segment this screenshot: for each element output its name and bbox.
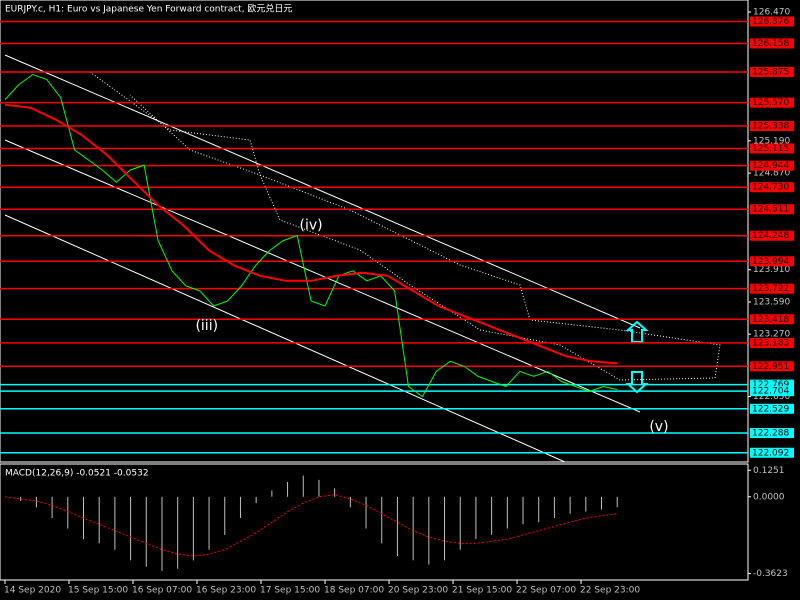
x-tick-label: 22 Sep 23:00: [580, 586, 640, 596]
y-tick-label: -0.3623: [753, 569, 788, 579]
channel-line: [4, 54, 641, 329]
level-label: 123.994: [752, 257, 789, 267]
y-tick-label: 125.190: [753, 136, 790, 146]
level-label-bg: [750, 160, 794, 171]
y-tick-label: 0.0000: [753, 492, 785, 502]
level-label-bg: [750, 283, 794, 294]
level-label: 125.115: [752, 144, 789, 154]
channel-line: [4, 214, 566, 463]
level-label-bg: [750, 256, 794, 267]
level-label-bg: [750, 97, 794, 108]
macd-panel: [0, 463, 749, 581]
x-tick-label: 21 Sep 15:00: [452, 586, 512, 596]
level-label: 122.092: [752, 448, 789, 458]
level-label-bg: [750, 120, 794, 131]
y-tick-label: 122.650: [753, 392, 790, 402]
x-tick-label: 20 Sep 23:00: [388, 586, 448, 596]
level-label: 126.376: [752, 17, 789, 27]
price-line: [4, 103, 618, 365]
level-label-bg: [750, 38, 794, 49]
level-label: 124.511: [752, 205, 789, 215]
macd-title: MACD(12,26,9) -0.0521 -0.0532: [5, 469, 149, 479]
level-label-bg: [750, 230, 794, 241]
wave-label: (iv): [300, 217, 323, 233]
x-tick-label: 14 Sep 2020: [4, 586, 61, 596]
level-label: 124.730: [752, 183, 789, 193]
x-tick-label: 18 Sep 07:00: [324, 586, 384, 596]
x-tick-label: 16 Sep 07:00: [132, 586, 192, 596]
level-label: 124.248: [752, 231, 789, 241]
level-label-bg: [750, 314, 794, 325]
level-label: 122.529: [752, 404, 789, 414]
level-label-bg: [750, 337, 794, 348]
level-label: 123.183: [752, 338, 789, 348]
level-label: 122.951: [752, 362, 789, 372]
x-tick-label: 15 Sep 15:00: [68, 586, 128, 596]
level-label: 125.875: [752, 67, 789, 77]
y-tick-label: 123.270: [753, 330, 790, 340]
price-line: [4, 73, 618, 398]
wave-label: (iii): [195, 318, 218, 334]
level-label-bg: [750, 379, 794, 390]
y-tick-label: 124.870: [753, 169, 790, 179]
level-label-bg: [750, 143, 794, 154]
level-label: 122.288: [752, 429, 789, 439]
level-label: 124.944: [752, 161, 789, 171]
y-tick-label: 123.590: [753, 297, 790, 307]
level-label-bg: [750, 447, 794, 458]
level-label-bg: [750, 361, 794, 372]
level-label: 125.570: [752, 98, 789, 108]
level-label-bg: [750, 182, 794, 193]
ichimoku-cloud: [89, 71, 721, 381]
level-label-bg: [750, 66, 794, 77]
price-panel: [0, 0, 749, 463]
level-label: 122.769: [752, 380, 789, 390]
level-label: 123.722: [752, 284, 789, 294]
level-label-bg: [750, 403, 794, 414]
y-tick-label: 126.470: [753, 8, 790, 18]
level-label: 126.158: [752, 39, 789, 49]
y-tick-label: 0.1251: [753, 466, 785, 476]
level-label: 125.338: [752, 121, 789, 131]
arrow-up: [625, 320, 649, 343]
chart-title: EURJPY.c, H1: Euro vs Japanese Yen Forwa…: [5, 3, 292, 15]
x-tick-label: 16 Sep 23:00: [196, 586, 256, 596]
x-tick-label: 22 Sep 07:00: [516, 586, 576, 596]
level-label: 122.704: [752, 387, 789, 397]
wave-label: (v): [649, 419, 668, 435]
y-tick-label: 123.910: [753, 265, 790, 275]
level-label-bg: [750, 16, 794, 27]
x-tick-label: 17 Sep 15:00: [260, 586, 320, 596]
level-label: 123.418: [752, 315, 789, 325]
level-label-bg: [750, 386, 794, 397]
level-label-bg: [750, 204, 794, 215]
level-label-bg: [750, 428, 794, 439]
